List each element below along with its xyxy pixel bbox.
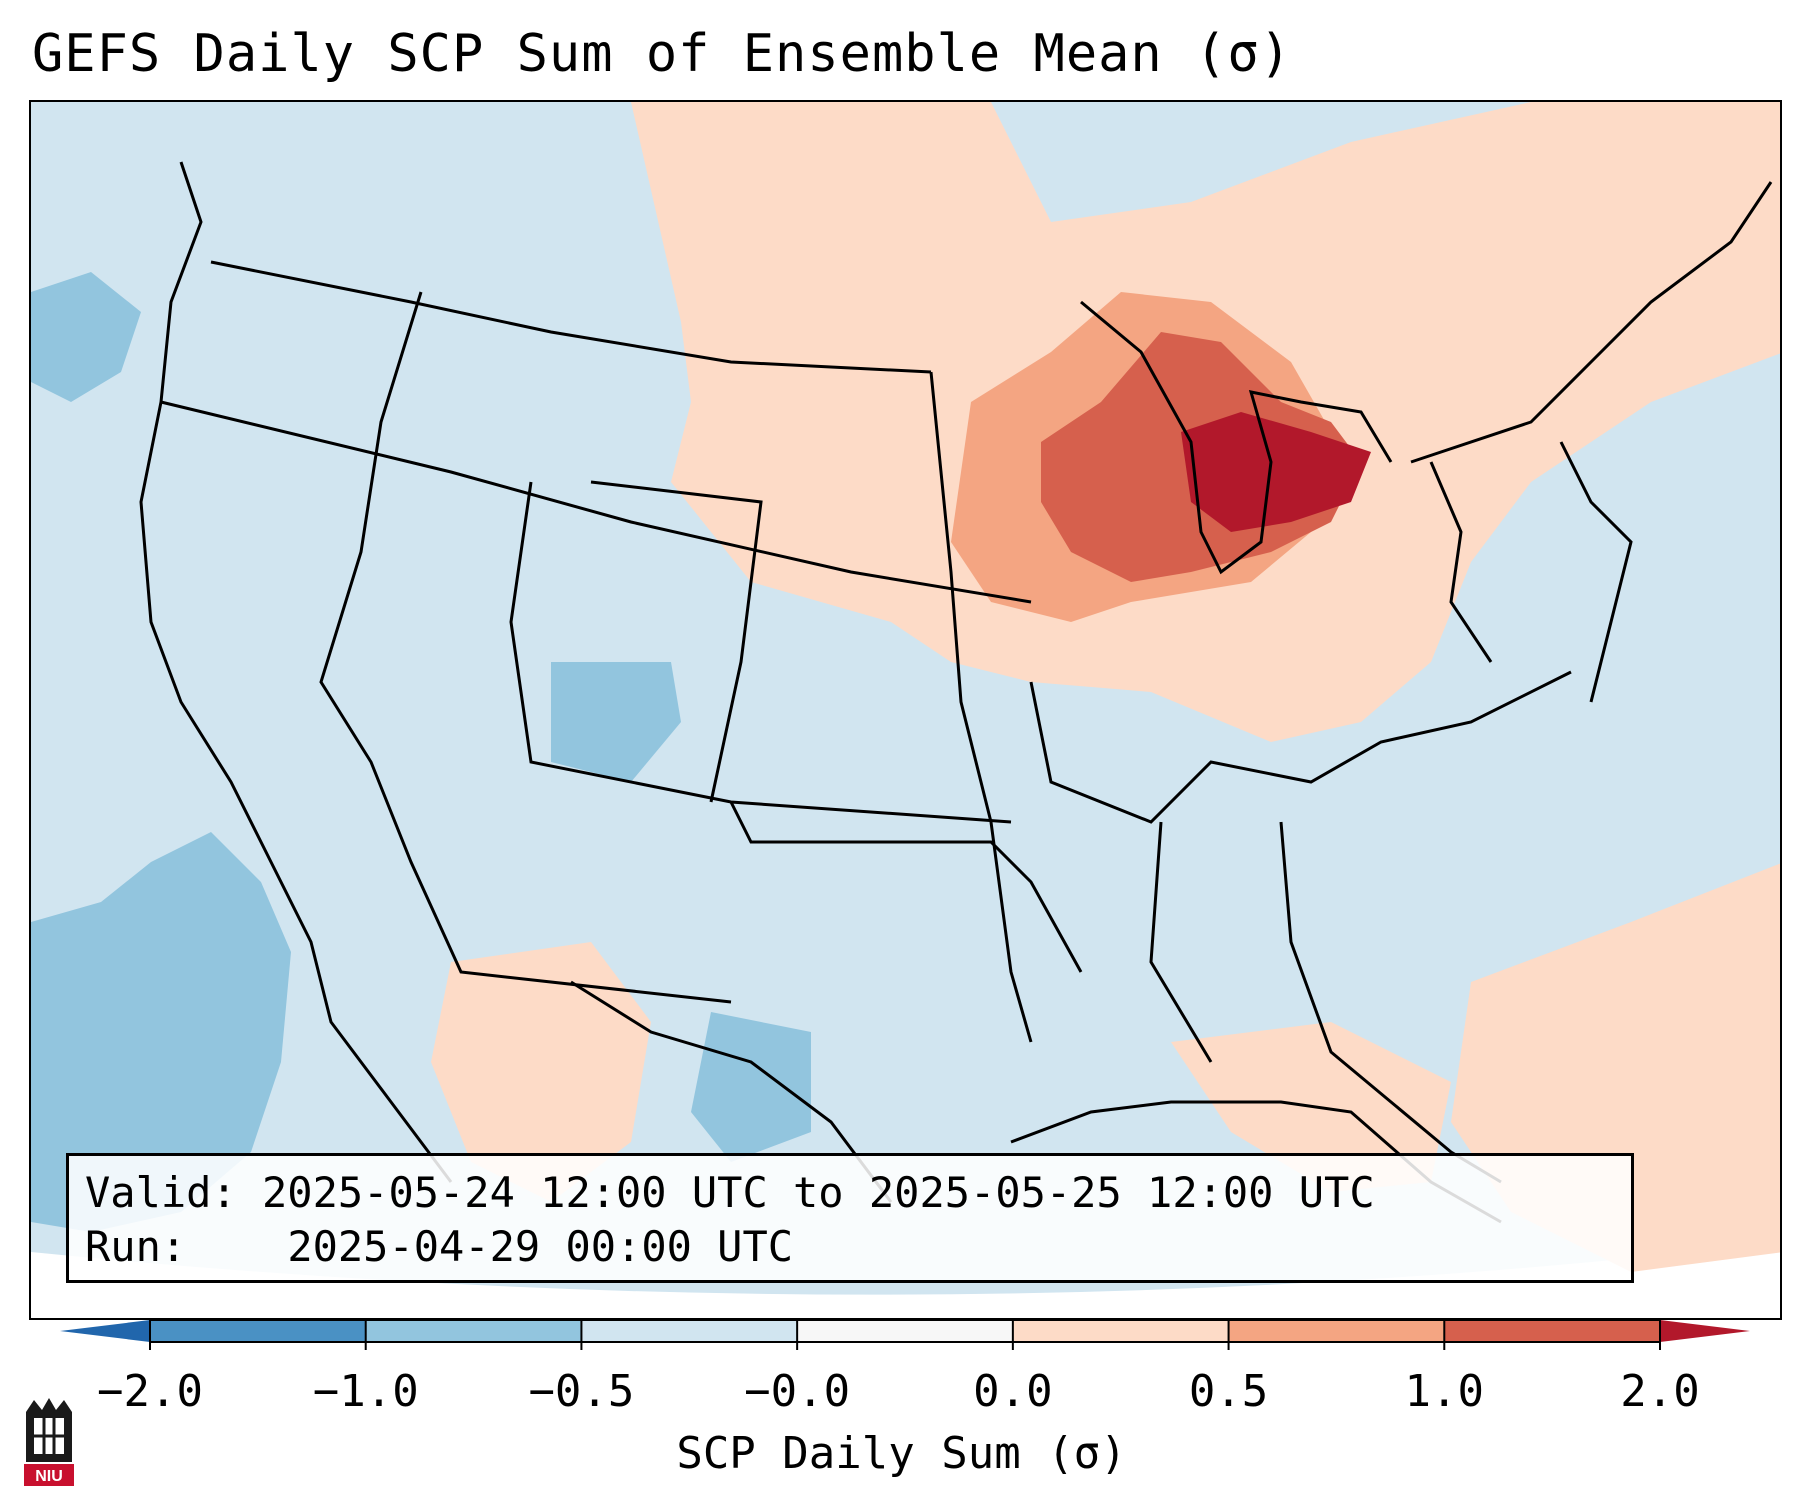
colorbar-tick-label: −0.0 [744, 1366, 851, 1417]
colorbar-bin [797, 1320, 1014, 1342]
niu-logo: NIU [24, 1398, 74, 1486]
colorado-negative-area [551, 662, 681, 782]
colorbar-tick-label: 1.0 [1404, 1366, 1485, 1417]
run-value: 2025-04-29 00:00 UTC [287, 1222, 794, 1271]
colorbar-tick-label: 0.0 [973, 1366, 1053, 1417]
valid-value: 2025-05-24 12:00 UTC to 2025-05-25 12:00… [262, 1168, 1375, 1217]
colorbar-bin [1228, 1320, 1445, 1342]
southwest-positive-area [431, 942, 651, 1202]
colorbar [60, 1319, 1750, 1350]
validity-info-box: Valid: 2025-05-24 12:00 UTC to 2025-05-2… [66, 1153, 1634, 1283]
logo-text: NIU [35, 1468, 63, 1485]
colorbar-bin [1012, 1320, 1230, 1342]
colorbar-bin [581, 1320, 798, 1342]
map-title: GEFS Daily SCP Sum of Ensemble Mean (σ) [32, 24, 1292, 84]
colorbar-tick-label: −2.0 [97, 1366, 203, 1417]
texas-negative-area [691, 1012, 811, 1162]
colorbar-tick-label: −0.5 [528, 1366, 635, 1417]
scp-map [31, 102, 1780, 1295]
pacific-negative-area [31, 272, 141, 402]
colorbar-tick-label: 2.0 [1620, 1366, 1700, 1417]
colorbar-tick-label: 0.5 [1188, 1366, 1269, 1417]
colorbar-extend-low [60, 1320, 150, 1342]
state-boundaries [139, 161, 1773, 1224]
colorbar-label: SCP Daily Sum (σ) [676, 1428, 1127, 1479]
colorbar-bin [1444, 1320, 1661, 1342]
map-panel[interactable] [29, 100, 1782, 1320]
valid-label: Valid: [85, 1168, 237, 1217]
colorbar-bin [150, 1320, 367, 1342]
run-label: Run: [85, 1222, 187, 1271]
pacific-negative-area [31, 832, 291, 1232]
colorbar-extend-high [1660, 1320, 1750, 1342]
greatlakes-max-area [1181, 412, 1371, 532]
colorbar-bin [365, 1320, 582, 1342]
colorbar-tick-label: −1.0 [312, 1366, 419, 1417]
